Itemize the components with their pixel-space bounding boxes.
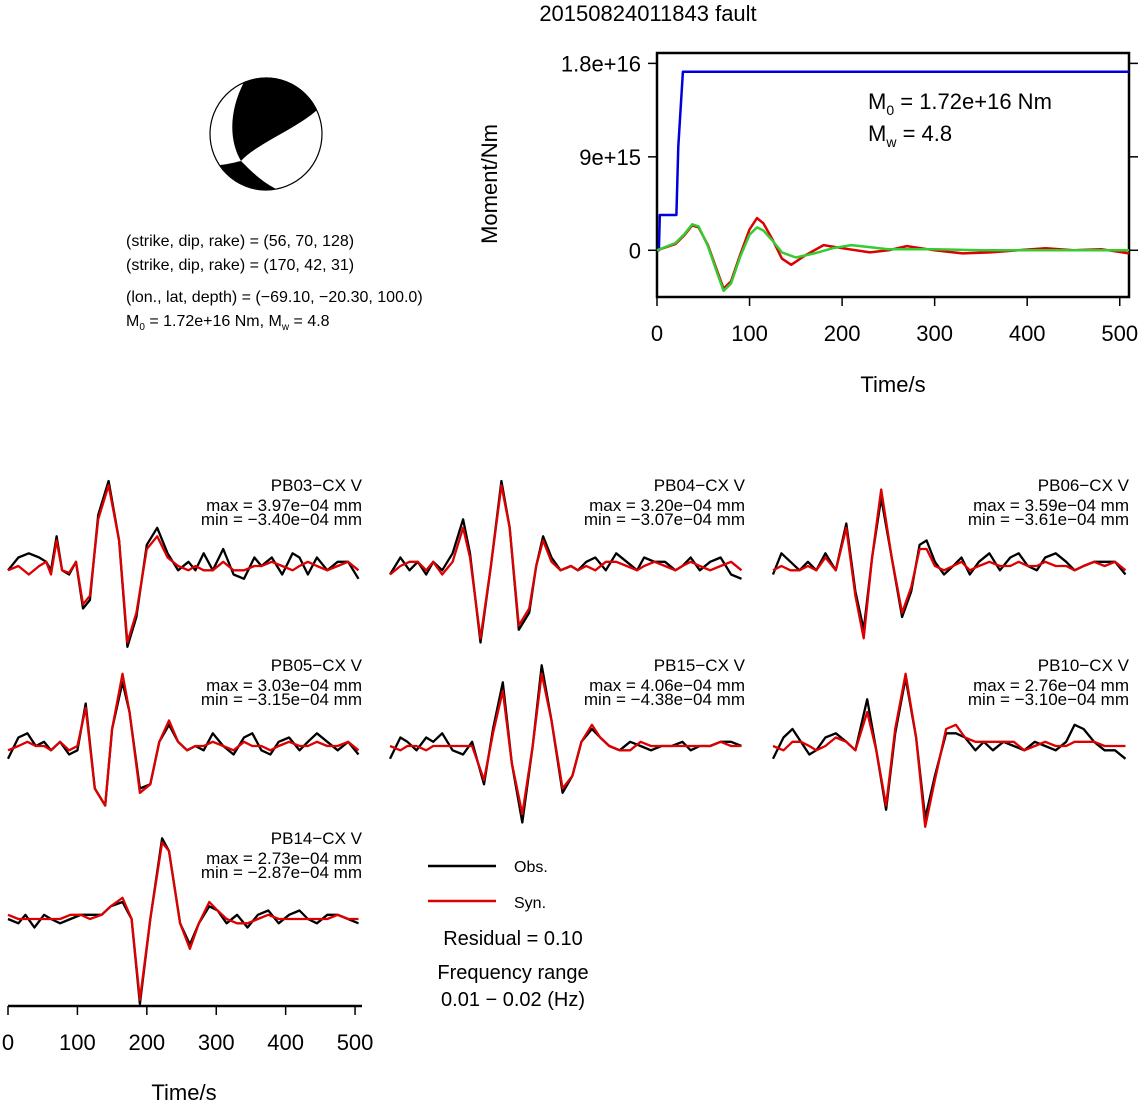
observed-waveform [388, 664, 742, 824]
figure-title: 20150824011843 fault [539, 1, 756, 26]
frequency-range-title: Frequency range [437, 962, 588, 984]
mechanism-info: (strike, dip, rake) = (56, 70, 128) (str… [126, 233, 423, 333]
station-max: max = 3.03e−04 mm [206, 676, 362, 695]
moment-x-tick-label: 500 [1101, 321, 1138, 346]
mechanism-plane1: (strike, dip, rake) = (56, 70, 128) [126, 233, 354, 250]
station-min: min = −3.40e−04 mm [201, 510, 362, 529]
moment-annotation: M0 = 1.72e+16 Nm Mw = 4.8 [868, 89, 1052, 150]
beachball-compression-quadrant-2 [220, 161, 276, 190]
moment-x-tick-label: 200 [824, 321, 861, 346]
station-min: min = −3.15e−04 mm [201, 690, 362, 709]
synthetic-waveform [7, 672, 360, 807]
station-min: min = −3.61e−04 mm [968, 510, 1129, 529]
station-name: PB10−CX V [1038, 656, 1130, 675]
moment-x-axis-label: Time/s [860, 372, 925, 397]
waveform-x-tick-label: 300 [198, 1030, 235, 1055]
moment-y-tick-label: 9e+15 [579, 145, 641, 170]
station-max: max = 3.59e−04 mm [973, 496, 1129, 515]
station-name: PB15−CX V [654, 656, 746, 675]
waveform-x-tick-label: 200 [128, 1030, 165, 1055]
synthetic-waveform [772, 488, 1127, 640]
station-min: min = −2.87e−04 mm [201, 863, 362, 882]
waveform-x-tick-label: 0 [2, 1030, 14, 1055]
synthetic-waveform [389, 672, 742, 816]
station-min: min = −3.10e−04 mm [968, 690, 1129, 709]
observed-waveform [771, 496, 1127, 631]
moment-y-tick-label: 1.8e+16 [561, 51, 641, 76]
frequency-range-value: 0.01 − 0.02 (Hz) [441, 989, 585, 1011]
moment-stf-line [657, 70, 1129, 252]
waveform-x-axis-label: Time/s [151, 1080, 216, 1104]
station-min: min = −4.38e−04 mm [584, 690, 745, 709]
moment-chart: Moment/Nm Time/s M0 = 1.72e+16 Nm Mw = 4… [477, 51, 1138, 397]
station-name: PB05−CX V [271, 656, 363, 675]
moment-annotation-m0: M0 = 1.72e+16 Nm [868, 89, 1052, 118]
legend: Obs. Syn. Residual = 0.10 Frequency rang… [428, 859, 589, 1011]
legend-obs-label: Obs. [514, 859, 548, 876]
station-name: PB14−CX V [271, 829, 363, 848]
mechanism-location: (lon., lat, depth) = (−69.10, −20.30, 10… [126, 289, 423, 306]
station-max: max = 2.73e−04 mm [206, 849, 362, 868]
legend-syn-label: Syn. [514, 895, 546, 912]
moment-x-tick-label: 100 [731, 321, 768, 346]
moment-y-tick-label: 0 [629, 238, 641, 263]
mechanism-moment: M0 = 1.72e+16 Nm, Mw = 4.8 [126, 313, 330, 333]
moment-x-tick-label: 0 [651, 321, 663, 346]
station-max: max = 3.20e−04 mm [589, 496, 745, 515]
synthetic-waveform [772, 672, 1126, 828]
moment-x-tick-label: 300 [916, 321, 953, 346]
station-name: PB04−CX V [654, 476, 746, 495]
moment-syn-line [656, 216, 1130, 290]
station-max: max = 4.06e−04 mm [589, 676, 745, 695]
beachball-compression-quadrant-1 [232, 77, 317, 161]
focal-mechanism-beachball [209, 77, 323, 191]
station-name: PB06−CX V [1038, 476, 1130, 495]
moment-green-line [656, 223, 1129, 293]
moment-x-tick-label: 400 [1009, 321, 1046, 346]
station-name: PB03−CX V [271, 476, 363, 495]
waveform-x-tick-label: 400 [267, 1030, 304, 1055]
station-min: min = −3.07e−04 mm [584, 510, 745, 529]
waveform-x-tick-label: 100 [59, 1030, 96, 1055]
mechanism-plane2: (strike, dip, rake) = (170, 42, 31) [126, 257, 354, 274]
synthetic-waveform [7, 484, 360, 644]
synthetic-waveform [7, 841, 359, 1001]
station-max: max = 3.97e−04 mm [206, 496, 362, 515]
moment-plot-frame [655, 51, 1131, 299]
waveform-x-tick-label: 500 [337, 1030, 374, 1055]
residual-text: Residual = 0.10 [443, 928, 583, 950]
moment-y-axis-label: Moment/Nm [477, 124, 502, 244]
synthetic-waveform [389, 484, 743, 640]
moment-annotation-mw: Mw = 4.8 [868, 121, 952, 150]
station-max: max = 2.76e−04 mm [973, 676, 1129, 695]
